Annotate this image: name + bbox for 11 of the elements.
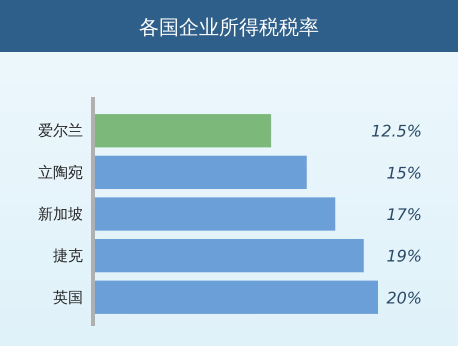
chart-title: 各国企业所得税税率 [139,15,319,39]
data-label: 12.5% [371,122,422,141]
y-tick-label: 新加坡 [38,205,83,223]
data-label: 20% [386,288,422,308]
y-tick-label: 捷克 [53,246,83,265]
data-label: 15% [386,163,422,182]
data-label: 19% [386,246,422,266]
y-tick-label: 英国 [53,288,83,306]
data-label: 17% [386,205,422,224]
y-tick-label: 立陶宛 [38,163,83,182]
y-tick-label: 爱尔兰 [38,122,83,140]
